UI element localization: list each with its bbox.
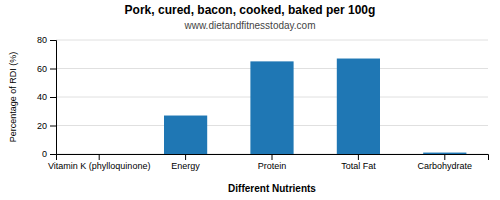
y-tick-label: 0 <box>42 149 47 159</box>
y-tick-label: 40 <box>37 92 47 102</box>
y-tick-mark <box>50 40 56 41</box>
plot-area <box>164 59 466 154</box>
x-tick: Energy <box>171 154 200 171</box>
y-tick-mark <box>50 126 56 127</box>
bar <box>164 116 207 154</box>
title: Pork, cured, bacon, cooked, baked per 10… <box>125 3 376 17</box>
x-tick-mark <box>185 154 186 160</box>
x-axis-title: Different Nutrients <box>228 183 316 194</box>
bar <box>78 154 121 155</box>
bar <box>250 61 293 154</box>
y-axis-line <box>50 41 57 155</box>
x-tick-mark <box>272 154 273 160</box>
subtitle: www.dietandfitnesstoday.com <box>184 20 316 31</box>
x-tick-label: Carbohydrate <box>418 161 473 171</box>
y-tick-mark <box>50 97 56 98</box>
chart: Vitamin K (phylloquinone) Energy Protein To… <box>0 0 500 200</box>
y-tick: 20 <box>37 121 56 131</box>
y-tick-mark <box>50 154 56 155</box>
x-tick-label: Total Fat <box>341 161 376 171</box>
grid-line <box>56 40 488 41</box>
y-tick-label: 20 <box>37 121 47 131</box>
y-tick-label: 60 <box>37 64 47 74</box>
y-tick: 0 <box>42 149 56 159</box>
x-tick-label: Protein <box>258 161 287 171</box>
bar <box>337 59 380 154</box>
bar <box>423 153 466 154</box>
x-tick: Carbohydrate <box>418 154 473 171</box>
grid <box>56 40 488 154</box>
x-tick-label: Vitamin K (phylloquinone) <box>48 161 150 171</box>
x-tick-label: Energy <box>171 161 200 171</box>
x-tick-mark <box>99 154 100 160</box>
x-tick-mark <box>444 154 445 160</box>
y-tick: 40 <box>37 92 56 102</box>
y-tick-label: 80 <box>37 35 47 45</box>
y-axis-title: Percentage of RDI (%) <box>8 52 18 143</box>
y-tick-mark <box>50 69 56 70</box>
y-tick: 60 <box>37 64 56 74</box>
x-tick-mark <box>358 154 359 160</box>
x-axis: Vitamin K (phylloquinone) Energy Protein To… <box>48 154 489 171</box>
x-tick: Vitamin K (phylloquinone) <box>48 154 150 171</box>
x-axis-line <box>57 155 489 161</box>
x-tick: Total Fat <box>341 154 376 171</box>
x-tick: Protein <box>258 154 287 171</box>
y-axis: 0 20 40 60 80 <box>37 35 57 159</box>
y-tick: 80 <box>37 35 56 45</box>
